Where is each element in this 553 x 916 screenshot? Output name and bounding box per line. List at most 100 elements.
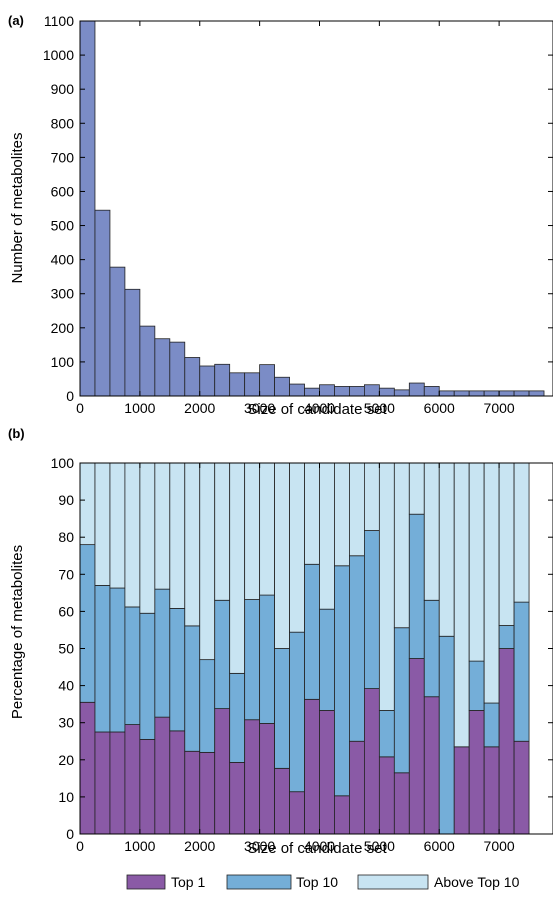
- histogram-bar: [169, 341, 186, 397]
- b-x-tick-label: 3000: [244, 838, 275, 854]
- b-x-tick-label: 7000: [484, 838, 515, 854]
- b-y-tick-label: 90: [58, 492, 74, 508]
- y-axis-label-a: Number of metabolites: [9, 133, 26, 284]
- bar-segment-above-top10: [408, 462, 425, 515]
- legend-swatch-top1: [126, 874, 166, 890]
- bar-segment-top1: [139, 738, 156, 835]
- bar-segment-top1: [124, 724, 141, 835]
- bar-segment-top1: [169, 730, 186, 835]
- bar-segment-top10: [169, 608, 186, 732]
- b-y-tick-label: 30: [58, 715, 74, 731]
- a-y-tick-label: 700: [51, 149, 75, 165]
- histogram-bar: [498, 390, 515, 397]
- bar-segment-above-top10: [169, 462, 186, 609]
- bar-segment-top10: [349, 555, 365, 742]
- a-y-tick-label: 0: [66, 388, 74, 404]
- bar-segment-above-top10: [199, 462, 216, 661]
- panel-label-b: (b): [8, 426, 25, 441]
- a-x-tick-label: 0: [76, 400, 84, 416]
- histogram-bar: [109, 266, 126, 397]
- b-x-tick-label: 1000: [124, 838, 155, 854]
- bar-segment-top1: [184, 750, 201, 835]
- bar-segment-top10: [214, 599, 231, 710]
- b-y-tick-label: 50: [58, 641, 74, 657]
- bar-segment-top10: [244, 599, 261, 721]
- b-x-tick-label: 5000: [364, 838, 395, 854]
- b-x-tick-label: 2000: [184, 838, 215, 854]
- bar-segment-top10: [498, 625, 515, 649]
- stacked-axes: 0 1000 2000 3000 4000 5000 6000 7000 0 10 20 30 40 50…: [51, 455, 553, 854]
- b-x-tick-label: 0: [76, 838, 84, 854]
- bar-segment-above-top10: [244, 462, 261, 600]
- bar-segment-top1: [244, 719, 261, 835]
- b-y-tick-label: 70: [58, 566, 74, 582]
- bar-segment-above-top10: [184, 462, 201, 627]
- bar-segment-above-top10: [334, 462, 350, 567]
- histogram-bar: [214, 363, 231, 397]
- bar-segment-above-top10: [513, 462, 530, 603]
- bar-segment-top10: [408, 513, 425, 659]
- b-y-tick-label: 20: [58, 752, 74, 768]
- bar-segment-above-top10: [363, 462, 380, 531]
- bar-segment-top10: [334, 565, 350, 797]
- histogram-bar: [468, 390, 485, 397]
- histogram-panel: (a) 0 1000 2000 3000 4000 5000 6000 7000 0 100 200…: [8, 13, 553, 418]
- a-y-tick-label: 1100: [44, 13, 74, 29]
- stacked-bar-panel: (b) 0 1000 2000 3000 4000 5000 6000 7000 0 10 20 30…: [8, 426, 553, 857]
- bar-segment-top10: [423, 599, 440, 698]
- bar-segment-top1: [109, 731, 126, 835]
- b-y-tick-label: 0: [66, 826, 74, 842]
- histogram-axes: 0 1000 2000 3000 4000 5000 6000 7000 0 100 200 300 4…: [43, 13, 553, 416]
- bar-segment-top1: [334, 795, 350, 835]
- legend-label-top10: Top 10: [296, 874, 338, 890]
- x-axis-label-b: Size of candidate set: [247, 840, 387, 857]
- histogram-bar: [229, 372, 246, 397]
- a-y-tick-label: 800: [51, 115, 75, 131]
- bar-segment-above-top10: [124, 462, 141, 608]
- a-y-tick-label: 300: [51, 286, 75, 302]
- bar-segment-above-top10: [229, 462, 246, 674]
- histogram-bar: [94, 209, 111, 397]
- histogram-bar: [199, 365, 216, 397]
- bar-segment-top1: [229, 761, 246, 835]
- bar-segment-top1: [378, 756, 395, 835]
- histogram-bar: [139, 325, 156, 397]
- panel-label-a: (a): [8, 13, 24, 28]
- histogram-bar: [363, 384, 380, 397]
- histogram-bar: [334, 386, 350, 397]
- bar-segment-top1: [94, 731, 111, 835]
- bar-segment-above-top10: [468, 462, 485, 662]
- b-y-tick-label: 40: [58, 678, 74, 694]
- bar-segment-top1: [274, 767, 290, 835]
- a-x-tick-label: 3000: [244, 400, 275, 416]
- bar-segment-top10: [319, 608, 335, 711]
- bar-segment-above-top10: [139, 462, 156, 614]
- bar-segment-top10: [94, 585, 111, 733]
- stacked-bars: [79, 462, 530, 835]
- a-x-tick-label: 1000: [124, 400, 155, 416]
- bar-segment-top10: [289, 631, 305, 793]
- a-y-tick-label: 600: [51, 183, 75, 199]
- a-y-tick-label: 100: [51, 354, 75, 370]
- legend-label-top1: Top 1: [171, 874, 205, 890]
- legend-label-above-top10: Above Top 10: [434, 874, 520, 890]
- histogram-bar: [483, 390, 500, 397]
- b-x-tick-label: 6000: [424, 838, 455, 854]
- histogram-bar: [393, 389, 410, 397]
- histogram-bar: [259, 364, 275, 397]
- bar-segment-above-top10: [79, 462, 96, 546]
- b-x-tick-label: 4000: [304, 838, 335, 854]
- histogram-bar: [453, 390, 470, 397]
- bar-segment-top10: [513, 601, 530, 742]
- bar-segment-top10: [393, 627, 410, 774]
- bar-segment-top1: [304, 698, 320, 835]
- bar-segment-top10: [274, 648, 290, 769]
- bar-segment-above-top10: [259, 462, 275, 596]
- bar-segment-top10: [184, 625, 201, 752]
- bar-segment-top10: [199, 659, 216, 753]
- bar-segment-top1: [259, 723, 275, 835]
- legend-swatch-above-top10: [357, 874, 429, 890]
- histogram-bar: [124, 288, 141, 397]
- bar-segment-above-top10: [289, 462, 305, 633]
- histogram-bar: [274, 376, 290, 397]
